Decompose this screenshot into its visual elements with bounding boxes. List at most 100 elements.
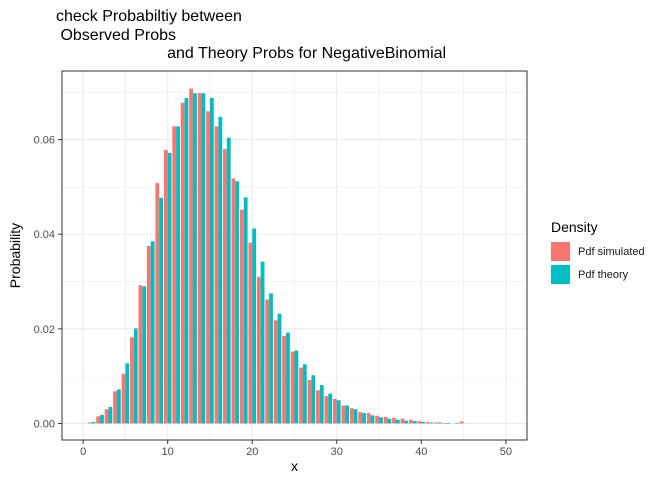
bar-simulated (172, 126, 177, 424)
x-axis-label: x (291, 458, 298, 474)
bar-theory (438, 422, 443, 424)
legend-swatch-simulated (551, 242, 570, 261)
bar-simulated (265, 299, 270, 424)
bar-theory (404, 420, 409, 424)
bar-theory (91, 422, 96, 424)
bar-simulated (349, 408, 354, 424)
legend-label-theory: Pdf theory (578, 268, 629, 281)
bar-simulated (282, 335, 287, 424)
axes-group: 0 10 20 30 40 50 0.00 0.02 0.04 0.06 x Probability (7, 135, 512, 474)
bar-theory (243, 197, 248, 424)
bar-simulated (130, 337, 134, 424)
bar-simulated (341, 405, 346, 424)
chart-title: check Probabiltiy between Observed Probs… (56, 8, 447, 62)
bar-simulated (425, 422, 430, 424)
bar-simulated (358, 412, 363, 424)
bar-theory (311, 375, 316, 424)
bar-simulated (138, 285, 143, 424)
bar-theory (226, 137, 231, 424)
bar-simulated (239, 209, 244, 424)
bar-simulated (383, 416, 388, 424)
bar-simulated (163, 150, 168, 424)
bar-theory (294, 350, 299, 424)
bar-simulated (248, 242, 253, 424)
bar-simulated (290, 351, 295, 424)
bar-theory (116, 389, 121, 424)
bar-simulated (104, 409, 109, 424)
bar-simulated (231, 178, 236, 424)
x-tick-label: 10 (162, 446, 174, 458)
bar-theory (336, 400, 341, 424)
bar-theory (302, 364, 307, 424)
bar-simulated (180, 102, 185, 424)
bar-theory (412, 421, 417, 424)
bar-theory (429, 422, 434, 424)
bar-simulated (299, 367, 303, 424)
bar-simulated (307, 379, 312, 424)
bar-simulated (324, 396, 329, 424)
bar-theory (328, 393, 333, 424)
bar-theory (277, 313, 282, 424)
panel-border (61, 70, 528, 441)
bar-simulated (256, 276, 261, 424)
bar-theory (218, 116, 223, 424)
y-tick-label: 0.06 (34, 135, 55, 147)
x-tick-label: 0 (80, 446, 86, 458)
bar-theory (150, 241, 155, 424)
bar-simulated (146, 246, 151, 424)
bar-theory (201, 93, 206, 424)
x-tick-label: 20 (246, 446, 258, 458)
bar-theory (108, 406, 113, 424)
y-tick-label: 0.04 (34, 229, 55, 241)
bar-theory (133, 328, 138, 424)
bar-theory (100, 414, 104, 424)
bar-theory (167, 152, 172, 424)
bar-simulated (113, 391, 117, 424)
x-tick-label: 40 (415, 446, 427, 458)
bar-theory (345, 405, 350, 424)
bar-theory (125, 363, 130, 424)
legend-item-theory: Pdf theory (551, 263, 645, 286)
bar-theory (142, 286, 147, 424)
bar-theory (446, 422, 451, 424)
bar-simulated (214, 126, 219, 424)
bar-simulated (96, 416, 101, 424)
bar-theory (319, 385, 324, 424)
bar-theory (455, 422, 459, 424)
bar-simulated (459, 421, 464, 424)
x-tick-label: 50 (500, 446, 512, 458)
bar-theory (184, 97, 189, 424)
bar-theory (362, 413, 366, 424)
bar-theory (260, 261, 265, 424)
bar-theory (421, 422, 426, 424)
bar-theory (159, 197, 164, 424)
bar-simulated (121, 373, 126, 424)
bar-simulated (155, 183, 160, 424)
bar-simulated (189, 88, 194, 424)
legend-label-simulated: Pdf simulated (578, 245, 645, 258)
bar-theory (387, 418, 392, 424)
bar-theory (353, 409, 358, 424)
bar-simulated (392, 417, 396, 424)
bar-simulated (442, 422, 447, 424)
legend-item-simulated: Pdf simulated (551, 240, 645, 263)
bar-theory (209, 97, 214, 424)
bar-simulated (409, 419, 413, 424)
bar-theory (193, 93, 197, 424)
bar-simulated (400, 418, 405, 424)
bar-simulated (87, 422, 92, 424)
bar-theory (379, 417, 383, 424)
bar-theory (176, 126, 180, 424)
bar-theory (252, 228, 257, 424)
bar-simulated (197, 93, 202, 424)
y-tick-label: 0.02 (34, 324, 55, 336)
bar-simulated (417, 421, 422, 424)
bar-theory (235, 181, 240, 424)
bar-simulated (223, 149, 227, 424)
bar-simulated (332, 398, 337, 424)
legend-swatch-theory (551, 265, 570, 284)
bar-simulated (206, 111, 210, 424)
bar-simulated (366, 413, 371, 424)
y-axis-label: Probability (7, 223, 23, 288)
